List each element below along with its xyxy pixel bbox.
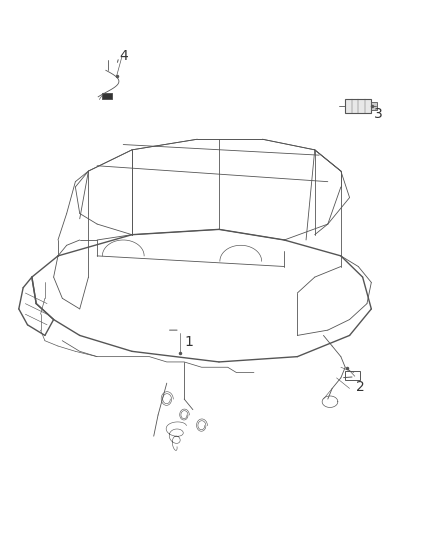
- Bar: [371, 102, 377, 110]
- Bar: [345, 100, 371, 113]
- Text: 2: 2: [356, 381, 365, 394]
- Text: 3: 3: [374, 108, 382, 122]
- Text: 4: 4: [119, 49, 127, 63]
- Bar: [102, 93, 112, 100]
- Text: 1: 1: [184, 335, 193, 350]
- Bar: [345, 371, 360, 381]
